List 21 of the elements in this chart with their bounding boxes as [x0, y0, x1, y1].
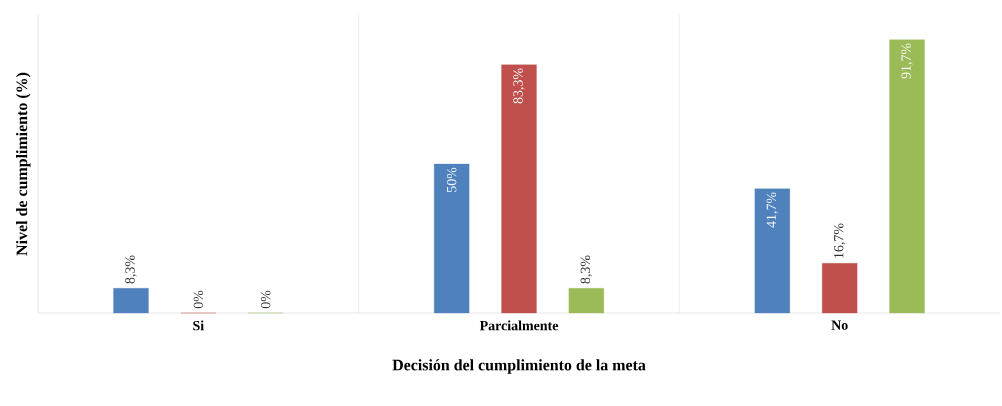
bar: [754, 188, 790, 314]
data-label: 8,3%: [580, 255, 593, 284]
data-label: 0%: [260, 290, 271, 309]
data-label: 91,7%: [901, 43, 913, 79]
bar: [822, 263, 858, 314]
x-tick-label: Si: [193, 320, 204, 331]
data-label: 41,7%: [766, 192, 779, 228]
data-label: 83,3%: [513, 68, 525, 104]
data-label: 16,7%: [833, 223, 846, 258]
x-axis-title: Decisión del cumplimiento de la meta: [392, 359, 646, 374]
bar: [434, 163, 470, 314]
bar: [501, 64, 537, 314]
bar: [889, 39, 925, 314]
data-label: 0%: [193, 290, 204, 309]
x-tick-label: No: [831, 320, 848, 330]
bar: [113, 288, 149, 314]
bar: [568, 288, 604, 314]
y-axis-title: Nivel de cumplimiento (%): [16, 72, 31, 256]
x-tick-label: Parcialmente: [479, 320, 559, 331]
data-label: 8,3%: [125, 255, 137, 284]
data-label: 50%: [446, 167, 457, 192]
